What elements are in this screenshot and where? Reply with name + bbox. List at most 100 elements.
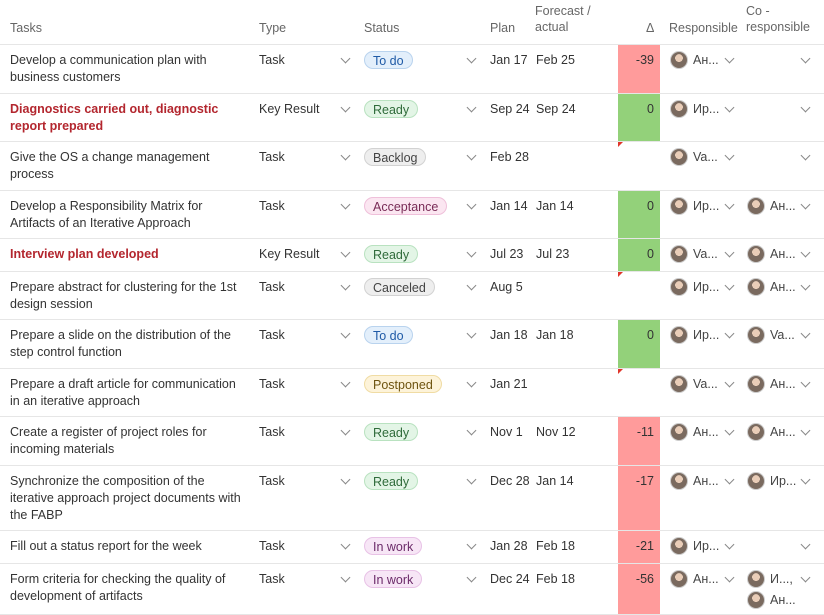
column-header-co-responsible[interactable]: Co - responsible <box>746 4 810 34</box>
status-badge[interactable]: Canceled <box>364 278 435 296</box>
task-title[interactable]: Prepare a slide on the distribution of t… <box>10 328 231 359</box>
plan-date[interactable]: Jan 28 <box>490 539 528 553</box>
co-responsible-chevron-down-icon[interactable] <box>800 102 811 113</box>
actual-date[interactable]: Sep 24 <box>536 102 576 116</box>
co-responsible-person[interactable]: Ан... <box>747 245 796 263</box>
column-header-plan[interactable]: Plan <box>490 21 516 35</box>
status-badge[interactable]: To do <box>364 326 413 344</box>
task-title[interactable]: Prepare a draft article for communicatio… <box>10 377 236 408</box>
responsible-person[interactable]: Ир... <box>670 537 719 555</box>
status-badge[interactable]: Acceptance <box>364 197 448 215</box>
responsible-chevron-down-icon[interactable] <box>724 474 735 485</box>
co-responsible-person[interactable]: Ан... <box>747 197 796 215</box>
type-chevron-down-icon[interactable] <box>340 328 351 339</box>
table-row[interactable]: Interview plan developed Key Result Ready J… <box>0 239 824 272</box>
responsible-person[interactable]: Ир... <box>670 100 719 118</box>
responsible-chevron-down-icon[interactable] <box>724 280 735 291</box>
responsible-chevron-down-icon[interactable] <box>724 425 735 436</box>
plan-date[interactable]: Jan 18 <box>490 328 528 342</box>
task-title[interactable]: Create a register of project roles for i… <box>10 425 207 456</box>
status-badge[interactable]: Postponed <box>364 375 442 393</box>
actual-date[interactable]: Jan 14 <box>536 199 574 213</box>
co-responsible-person[interactable]: Ан... <box>747 278 796 296</box>
plan-date[interactable]: Aug 5 <box>490 280 523 294</box>
responsible-person[interactable]: Ир... <box>670 197 719 215</box>
task-title[interactable]: Prepare abstract for clustering for the … <box>10 280 237 311</box>
co-responsible-person[interactable]: Ан... <box>747 375 796 393</box>
status-badge[interactable]: Ready <box>364 245 419 263</box>
status-chevron-down-icon[interactable] <box>466 247 477 258</box>
type-value[interactable]: Task <box>259 377 285 391</box>
actual-date[interactable]: Jan 14 <box>536 474 574 488</box>
co-responsible-person[interactable]: И..., <box>747 570 793 588</box>
co-responsible-chevron-down-icon[interactable] <box>800 280 811 291</box>
table-row[interactable]: Synchronize the composition of the itera… <box>0 466 824 531</box>
co-responsible-chevron-down-icon[interactable] <box>800 150 811 161</box>
plan-date[interactable]: Jan 21 <box>490 377 528 391</box>
plan-date[interactable]: Feb 28 <box>490 150 529 164</box>
responsible-person[interactable]: Va... <box>670 245 718 263</box>
status-chevron-down-icon[interactable] <box>466 572 477 583</box>
column-header-forecast[interactable]: Forecast / actual <box>535 4 591 34</box>
task-title[interactable]: Synchronize the composition of the itera… <box>10 474 241 522</box>
responsible-person[interactable]: Ир... <box>670 278 719 296</box>
co-responsible-chevron-down-icon[interactable] <box>800 328 811 339</box>
task-title[interactable]: Develop a communication plan with busine… <box>10 53 207 84</box>
task-title[interactable]: Interview plan developed <box>10 247 159 261</box>
column-header-responsible[interactable]: Responsible <box>669 21 738 35</box>
co-responsible-chevron-down-icon[interactable] <box>800 539 811 550</box>
task-title[interactable]: Form criteria for checking the quality o… <box>10 572 226 603</box>
type-chevron-down-icon[interactable] <box>340 199 351 210</box>
type-value[interactable]: Task <box>259 150 285 164</box>
task-title[interactable]: Develop a Responsibility Matrix for Arti… <box>10 199 203 230</box>
type-value[interactable]: Task <box>259 539 285 553</box>
type-value[interactable]: Task <box>259 280 285 294</box>
status-chevron-down-icon[interactable] <box>466 474 477 485</box>
responsible-person[interactable]: Ан... <box>670 51 719 69</box>
responsible-person[interactable]: Ан... <box>670 423 719 441</box>
table-row[interactable]: Diagnostics carried out, diagnostic repo… <box>0 94 824 142</box>
responsible-person[interactable]: Ир... <box>670 326 719 344</box>
responsible-chevron-down-icon[interactable] <box>724 377 735 388</box>
status-chevron-down-icon[interactable] <box>466 377 477 388</box>
type-value[interactable]: Task <box>259 474 285 488</box>
co-responsible-person[interactable]: Ан... <box>747 591 796 609</box>
type-chevron-down-icon[interactable] <box>340 53 351 64</box>
type-chevron-down-icon[interactable] <box>340 150 351 161</box>
responsible-chevron-down-icon[interactable] <box>724 539 735 550</box>
type-value[interactable]: Task <box>259 328 285 342</box>
responsible-person[interactable]: Ан... <box>670 570 719 588</box>
type-chevron-down-icon[interactable] <box>340 280 351 291</box>
actual-date[interactable]: Jul 23 <box>536 247 570 261</box>
co-responsible-person[interactable]: Ан... <box>747 423 796 441</box>
task-title[interactable]: Diagnostics carried out, diagnostic repo… <box>10 102 219 133</box>
co-responsible-chevron-down-icon[interactable] <box>800 572 811 583</box>
plan-date[interactable]: Jan 14 <box>490 199 528 213</box>
table-row[interactable]: Prepare a slide on the distribution of t… <box>0 320 824 369</box>
responsible-chevron-down-icon[interactable] <box>724 572 735 583</box>
plan-date[interactable]: Jan 17 <box>490 53 528 67</box>
plan-date[interactable]: Dec 28 <box>490 474 530 488</box>
status-badge[interactable]: Ready <box>364 472 419 490</box>
type-chevron-down-icon[interactable] <box>340 572 351 583</box>
table-row[interactable]: Give the OS a change management process T… <box>0 142 824 191</box>
table-row[interactable]: Fill out a status report for the week Tas… <box>0 531 824 564</box>
column-header-status[interactable]: Status <box>364 21 400 35</box>
task-title[interactable]: Fill out a status report for the week <box>10 539 202 553</box>
co-responsible-person[interactable]: Va... <box>747 326 795 344</box>
responsible-person[interactable]: Va... <box>670 375 718 393</box>
co-responsible-chevron-down-icon[interactable] <box>800 199 811 210</box>
type-chevron-down-icon[interactable] <box>340 247 351 258</box>
actual-date[interactable]: Jan 18 <box>536 328 574 342</box>
actual-date[interactable]: Feb 18 <box>536 572 575 586</box>
status-chevron-down-icon[interactable] <box>466 199 477 210</box>
type-value[interactable]: Task <box>259 425 285 439</box>
status-badge[interactable]: To do <box>364 51 413 69</box>
status-chevron-down-icon[interactable] <box>466 280 477 291</box>
type-chevron-down-icon[interactable] <box>340 102 351 113</box>
type-value[interactable]: Key Result <box>259 247 320 261</box>
responsible-chevron-down-icon[interactable] <box>724 328 735 339</box>
table-row[interactable]: Prepare a draft article for communicatio… <box>0 369 824 417</box>
actual-date[interactable]: Feb 25 <box>536 53 575 67</box>
co-responsible-chevron-down-icon[interactable] <box>800 53 811 64</box>
